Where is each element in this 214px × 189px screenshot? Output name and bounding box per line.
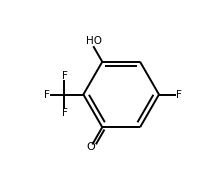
Text: F: F bbox=[176, 90, 182, 99]
Text: F: F bbox=[62, 70, 67, 81]
Text: F: F bbox=[62, 108, 67, 119]
Text: O: O bbox=[86, 142, 95, 152]
Text: HO: HO bbox=[86, 36, 102, 46]
Text: F: F bbox=[44, 90, 50, 99]
